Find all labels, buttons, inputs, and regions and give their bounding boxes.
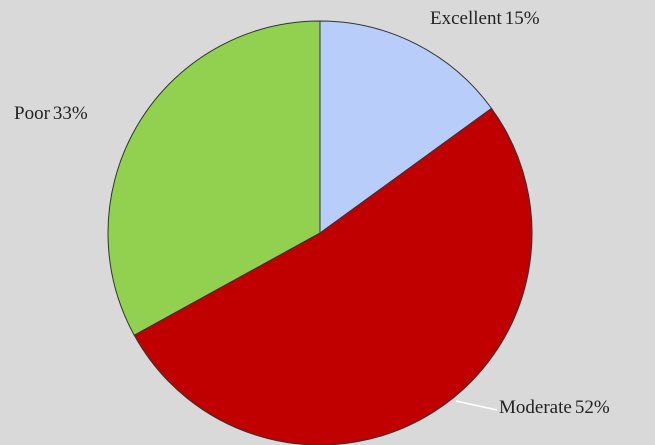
pie-slice [107, 20, 321, 336]
slice-label: Moderate 52% [499, 397, 610, 418]
leader-line [455, 400, 498, 411]
slice-category: Excellent [430, 8, 502, 29]
slice-value: 52% [575, 397, 610, 418]
pie-slice [133, 107, 533, 445]
slice-value: 33% [53, 103, 88, 124]
slice-label: Excellent 15% [430, 8, 540, 29]
slice-category: Poor [14, 103, 51, 124]
slice-category: Moderate [499, 397, 572, 418]
slice-label: Poor 33% [14, 103, 88, 124]
pie-slice [319, 20, 493, 234]
slice-value: 15% [505, 8, 540, 29]
